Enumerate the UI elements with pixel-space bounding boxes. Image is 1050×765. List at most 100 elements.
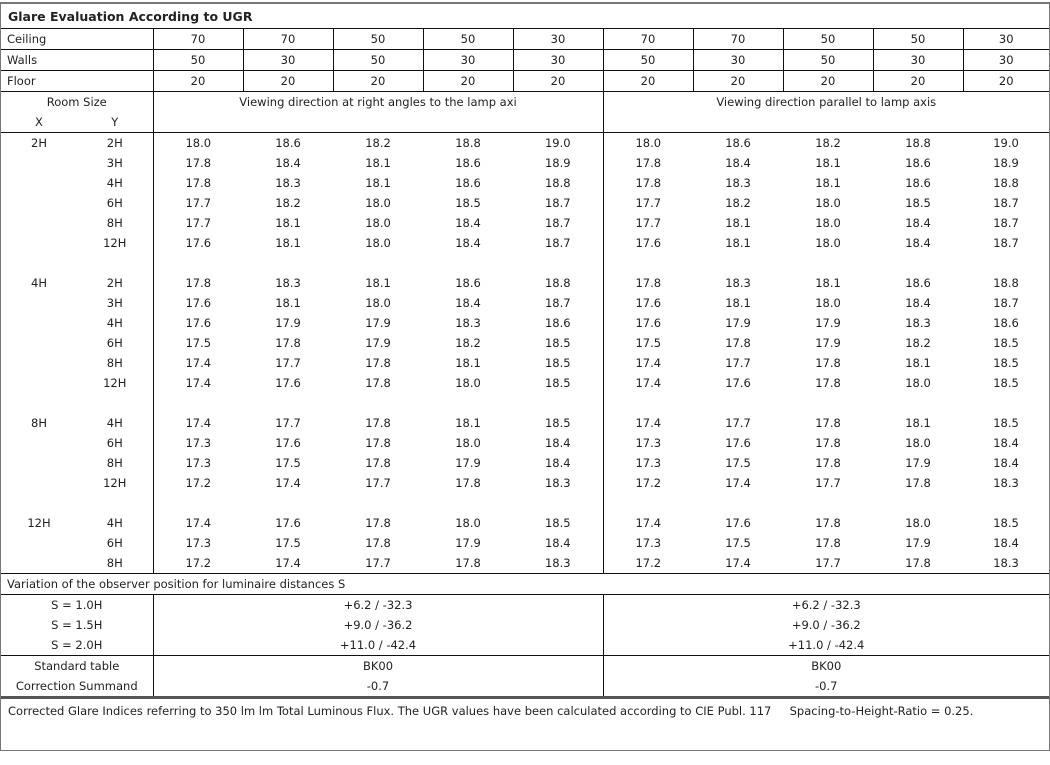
ugr-value: 17.7 [725,416,751,430]
reflectance-value: 20 [332,70,424,92]
table-row: Ceiling 70 70 50 50 30 70 70 50 50 30 [1,28,1049,50]
table-row: 12H 4H 17.4 17.6 17.8 18.0 18.5 17.4 17.6 17.8 18.… [1,513,1049,533]
room-x [1,193,77,213]
ugr-value: 17.6 [152,313,243,333]
reflectance-value: 70 [152,28,244,50]
ugr-value: 18.4 [544,536,571,550]
ugr-value: 18.6 [905,276,931,290]
ugr-value: 17.4 [152,413,243,433]
reflectance-value: 30 [962,28,1049,50]
standard-right: -0.7 [602,676,1049,696]
ugr-value: 17.3 [602,433,693,453]
x-header: X [35,115,43,129]
ugr-value: 18.3 [544,556,571,570]
standard-label: Standard table [1,655,153,676]
table-row: 4H 17.8 18.3 18.1 18.6 18.8 17.8 18.3 18.1 18.6 18… [1,173,1049,193]
ugr-value: 17.6 [152,293,243,313]
ugr-value: 18.1 [365,276,391,290]
table-title: Glare Evaluation According to UGR [8,9,253,24]
ugr-value: 17.8 [152,173,243,193]
ugr-value: 17.9 [275,316,301,330]
ugr-value: 17.8 [275,336,301,350]
ugr-value: 18.7 [993,236,1019,250]
reflectance-value: 30 [422,49,514,71]
ugr-value: 18.0 [602,132,693,153]
room-x [1,473,77,493]
ugr-value: 18.3 [993,556,1019,570]
table-row: 2H 2H 18.0 18.6 18.2 18.8 19.0 18.0 18.6 18.2 18.8… [1,132,1049,153]
ugr-value: 18.2 [783,132,873,153]
ugr-value: 18.8 [873,132,963,153]
room-size-header: Room Size [1,91,153,112]
ugr-value: 17.7 [152,213,243,233]
ugr-value: 18.1 [365,156,391,170]
room-y: 4H [106,176,123,190]
reflectance-value: 20 [512,70,604,92]
table-row [1,253,1049,273]
reflectance-value: 30 [512,49,604,71]
ugr-value: 17.7 [365,556,391,570]
ugr-value: 17.8 [455,556,481,570]
standard-right: BK00 [602,655,1049,676]
ugr-value: 17.4 [602,413,693,433]
ugr-value: 17.3 [152,433,243,453]
ugr-value: 18.1 [815,276,841,290]
ugr-value: 18.4 [905,296,931,310]
table-row: Correction Summand -0.7 -0.7 [1,676,1049,696]
room-y: 12H [103,376,127,390]
ugr-value: 18.0 [455,376,481,390]
table-row [1,393,1049,413]
room-y: 6H [106,436,123,450]
ugr-value: 18.7 [544,296,571,310]
ugr-value: 17.8 [365,416,391,430]
ugr-value: 17.9 [815,336,841,350]
standard-left: BK00 [152,655,603,676]
table-row: 6H 17.7 18.2 18.0 18.5 18.7 17.7 18.2 18.0 18.5 18… [1,193,1049,213]
ugr-value: 17.8 [815,436,841,450]
table-row: 8H 17.3 17.5 17.8 17.9 18.4 17.3 17.5 17.8 17.9 18… [1,453,1049,473]
room-y: 8H [106,556,123,570]
room-y: 6H [106,196,123,210]
ugr-value: 17.8 [365,456,391,470]
ugr-value: 17.7 [152,193,243,213]
table-row: 8H 17.2 17.4 17.7 17.8 18.3 17.2 17.4 17.7 17.8 18… [1,553,1049,574]
reflectance-value: 30 [512,28,604,50]
room-y: 6H [106,336,123,350]
ugr-value: 17.8 [602,153,693,173]
ugr-value: 18.7 [993,216,1019,230]
ugr-value: 18.0 [905,436,931,450]
variation-label: Variation of the observer position for l… [1,573,1049,595]
ugr-value: 18.0 [905,376,931,390]
ugr-value: 18.3 [275,276,301,290]
ugr-value: 18.0 [815,196,841,210]
ugr-value: 18.6 [455,156,481,170]
ugr-value: 18.3 [725,176,751,190]
ugr-value: 17.8 [905,476,931,490]
room-x [1,293,77,313]
spacer [152,493,603,513]
y-header: Y [111,115,119,129]
room-x [1,313,77,333]
ugr-value: 18.0 [455,436,481,450]
ugr-value: 17.8 [725,336,751,350]
room-x [1,433,77,453]
ugr-value: 17.7 [602,193,693,213]
ugr-value: 18.0 [152,132,243,153]
ugr-value: 18.0 [815,296,841,310]
ugr-table: Ceiling 70 70 50 50 30 70 70 50 50 30 Walls 50 30 50 30… [1,28,1049,696]
ugr-value: 18.2 [725,196,751,210]
ugr-value: 17.8 [815,516,841,530]
reflectance-value: 70 [692,28,784,50]
table-row: 6H 17.5 17.8 17.9 18.2 18.5 17.5 17.8 17.9 18.2 18… [1,333,1049,353]
ugr-value: 18.2 [333,132,423,153]
room-x: 2H [1,132,77,153]
ugr-value: 17.8 [815,536,841,550]
reflectance-value: 30 [962,49,1049,71]
room-y: 8H [106,456,123,470]
reflectance-value: 50 [422,28,514,50]
spacing-label: S = 2.0H [51,638,103,652]
table-row: 4H 17.6 17.9 17.9 18.3 18.6 17.6 17.9 17.9 18.3 18… [1,313,1049,333]
left-direction-header: Viewing direction at right angles to the… [152,91,603,133]
ugr-value: 17.5 [725,456,751,470]
reflectance-value: 50 [782,49,874,71]
